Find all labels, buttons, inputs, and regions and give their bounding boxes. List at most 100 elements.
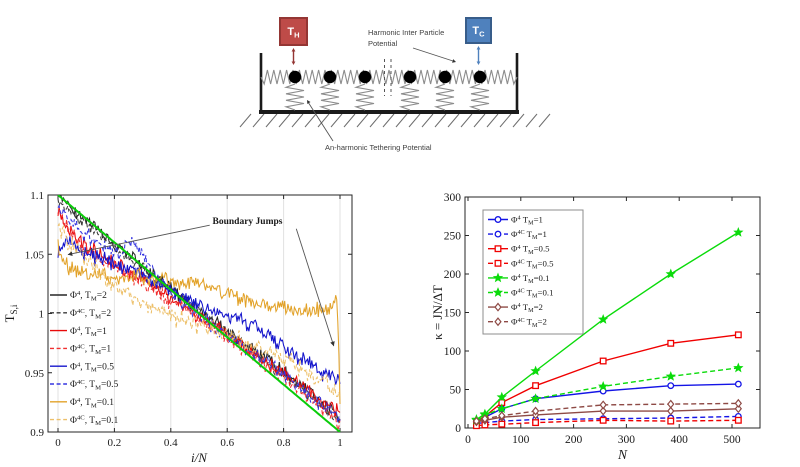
tethering-spring [318,83,340,111]
ground-hatch-line [278,113,291,128]
y-tick-label: 100 [444,346,462,358]
x-tick-label: 0.8 [277,437,291,449]
cold-reservoir-label: TC [472,25,485,39]
hot-reservoir-label: TH [287,26,299,40]
marker-star [496,403,507,414]
marker-square [494,245,502,253]
particle [323,70,337,84]
x-tick-label: 300 [618,434,636,446]
series-2-line [476,334,739,423]
marker-diamond [599,400,607,410]
series-7-line [57,222,341,398]
particle [358,70,372,84]
marker-star [665,268,676,279]
marker-square [599,357,607,365]
marker-square [734,416,742,424]
tethering-spring [468,83,490,111]
y-tick-label: 200 [444,269,462,281]
legend-label: Φ4 TM=0.1 [511,273,550,285]
y-tick-label: 250 [444,231,462,243]
tethering-spring [353,83,375,111]
legend-label: Φ4C TM=2 [511,317,547,329]
x-tick-label: 0 [465,434,471,446]
legend-label: Φ4C, TM=0.1 [70,415,118,427]
marker-square [532,382,540,390]
marker-star [598,313,609,324]
arrowhead [307,100,311,104]
legend-label: Φ4, TM=1 [70,326,107,338]
y-tick-label: 150 [444,308,462,320]
marker-star [530,393,541,404]
legend-label: Φ4 TM=1 [511,215,543,227]
plot-area [57,195,341,432]
marker-square [667,339,675,347]
legend-label: Φ4C TM=1 [511,229,547,241]
marker-star [733,362,744,373]
legend-label: Φ4C, TM=2 [70,308,111,320]
ground-hatch-line [330,113,343,128]
arrowhead [476,61,481,65]
y-tick-label: 1 [39,309,45,321]
x-axis-label: i/N [191,450,208,465]
marker-diamond [531,406,540,416]
y-axis-label: κ = JN/ΔT [430,285,445,340]
marker-diamond [498,411,506,421]
legend-label: Φ4, TM=0.1 [70,397,114,409]
marker-square [667,417,675,425]
x-tick-label: 200 [565,434,583,446]
marker-diamond [494,302,502,312]
ground-hatch-line [304,113,317,128]
arrowhead [291,61,296,65]
marker-circle [667,382,675,390]
marker-star [665,370,676,381]
y-tick-label: 1.05 [25,249,45,261]
ground-hatch-line [252,113,265,128]
series-0-line [476,383,739,422]
arrowhead [67,251,73,257]
ground-hatch-line [460,113,473,128]
tethering-pointer-line [307,101,334,142]
ground-hatch-line [356,113,369,128]
particle [403,70,417,84]
ground-hatch-line [382,113,395,128]
marker-square [532,419,540,427]
arrowhead [291,48,296,52]
y-tick-label: 0.9 [30,427,44,439]
diagram-shapes [239,17,551,142]
legend-label: Φ4C TM=0.1 [511,288,554,300]
arrowhead [330,341,335,347]
ground-hatch-line [486,113,499,128]
y-tick-label: 300 [444,192,462,204]
legend-label: Φ4 TM=2 [511,302,543,314]
legend-label: Φ4 TM=0.5 [511,244,550,256]
tethering-spring [398,83,420,111]
y-axis-label: TS,i [2,304,19,322]
x-tick-label: 500 [723,434,741,446]
x-tick-label: 100 [512,434,530,446]
ground-hatch-line [499,113,512,128]
hot-reservoir-box [279,17,308,46]
marker-diamond [667,406,675,416]
x-tick-label: 0 [55,437,61,449]
ground-hatch-line [265,113,278,128]
inter-particle-potential-label-line2: Potential [368,39,398,48]
legend-label: Φ4C TM=0.5 [511,258,554,270]
marker-star [496,391,507,402]
series-5-line [57,204,341,423]
inter-particle-potential-label: Harmonic Inter Particle [368,28,444,37]
y-tick-label: 0 [455,423,461,435]
ground-hatch-line [512,113,525,128]
marker-star [492,272,504,283]
ground-hatch-line [239,113,252,128]
tethering-spring [283,83,305,111]
particle [473,70,487,84]
x-axis-label: N [617,447,628,462]
particle [438,70,452,84]
ground-hatch-line [291,113,304,128]
marker-circle [494,216,502,223]
y-tick-label: 1.1 [30,190,44,202]
x-tick-label: 1 [337,437,343,449]
x-tick-label: 400 [671,434,689,446]
